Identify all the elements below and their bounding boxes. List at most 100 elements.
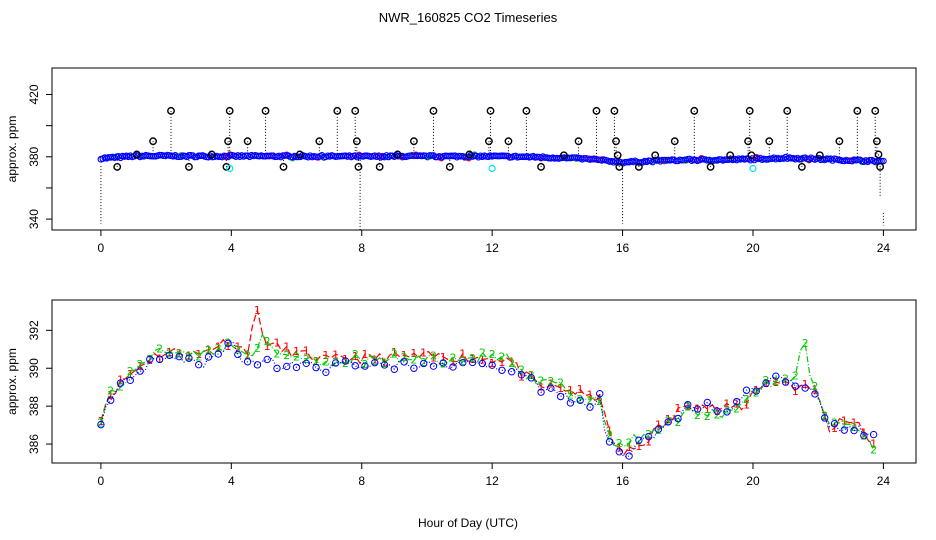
outlier-point (445, 163, 454, 171)
series-marker-3 (693, 405, 702, 413)
series-marker-3 (576, 396, 584, 405)
x-tick-label: 8 (358, 474, 365, 488)
outlier-point (592, 106, 601, 115)
series-marker-3 (351, 362, 359, 370)
series-marker-3 (214, 350, 222, 358)
y-tick-label: 380 (27, 146, 41, 166)
series-marker-3 (165, 351, 174, 360)
series-marker-3 (449, 363, 457, 371)
series-marker-1: 1 (430, 352, 437, 365)
series-marker-3 (791, 382, 800, 390)
series-marker-2: 2 (185, 350, 192, 363)
series-marker-3 (615, 448, 624, 456)
outlier-point (651, 151, 660, 160)
series-marker-1: 1 (704, 403, 711, 416)
series-marker-2: 2 (577, 393, 584, 406)
outlier-point (222, 163, 231, 171)
series-marker-1: 1 (538, 381, 545, 394)
series-marker-3 (742, 386, 751, 394)
data-point (426, 152, 433, 159)
series-marker-2: 2 (626, 437, 633, 450)
series-marker-3 (664, 418, 672, 426)
series-marker-3 (253, 361, 262, 369)
outlier-point (613, 151, 622, 160)
series-marker-1: 1 (420, 346, 427, 359)
series-marker-2: 2 (195, 351, 202, 364)
series-marker-1: 1 (645, 436, 652, 449)
outlier-point (225, 106, 234, 115)
series-marker-3 (419, 359, 428, 368)
series-marker-1: 1 (303, 345, 310, 358)
outlier-point (615, 163, 624, 171)
outlier-point (375, 163, 384, 171)
flagged-point (488, 164, 496, 173)
series-marker-3 (860, 431, 868, 440)
series-marker-3 (116, 379, 125, 387)
outlier-point (876, 163, 885, 171)
series-marker-3 (361, 362, 369, 370)
outlier-point (783, 106, 792, 115)
series-marker-3 (752, 387, 760, 395)
series-marker-2: 2 (313, 355, 320, 368)
series-marker-3 (283, 362, 291, 371)
plot-frame (51, 67, 917, 231)
flagged-point (749, 164, 757, 173)
series-marker-2: 2 (528, 369, 535, 382)
series-marker-2: 2 (401, 351, 408, 364)
data-point (880, 157, 887, 165)
outlier-point (612, 137, 620, 146)
series-marker-2: 2 (860, 430, 867, 443)
series-marker-3 (429, 362, 438, 370)
series-marker-1: 1 (264, 340, 271, 353)
series-marker-1: 1 (860, 427, 867, 440)
outlier-point (872, 137, 881, 146)
series-marker-3 (723, 408, 731, 416)
series-marker-2: 2 (215, 342, 222, 355)
outlier-point (747, 151, 756, 160)
outlier-point (706, 163, 715, 171)
series-marker-2: 2 (645, 428, 652, 441)
series-marker-2: 2 (538, 374, 545, 387)
data-point (185, 152, 193, 159)
x-tick-label: 0 (98, 241, 105, 255)
series-marker-1: 1 (234, 341, 241, 354)
data-point (854, 156, 862, 164)
series-marker-3 (97, 420, 105, 429)
series-marker-3 (537, 388, 545, 396)
outlier-point (132, 150, 141, 159)
series-marker-2: 2 (694, 409, 701, 422)
series-marker-3 (517, 371, 526, 379)
series-marker-2: 2 (518, 364, 525, 377)
series-marker-3 (508, 368, 516, 376)
series-marker-2: 2 (371, 355, 378, 368)
outlier-point (559, 151, 568, 160)
data-point (635, 159, 643, 166)
chart-title: NWR_160825 CO2 Timeseries (379, 10, 558, 25)
series-marker-2: 2 (146, 353, 153, 366)
series-marker-2: 2 (459, 355, 466, 368)
series-marker-1: 1 (459, 348, 466, 361)
outlier-point (670, 137, 679, 146)
series-marker-3 (439, 359, 447, 367)
series-marker-1: 1 (489, 357, 496, 370)
series-marker-1: 1 (577, 383, 584, 396)
series-marker-1: 1 (332, 348, 339, 361)
series-marker-1: 1 (410, 347, 417, 360)
series-marker-3 (273, 364, 281, 373)
series-marker-3 (674, 414, 682, 423)
outlier-point (429, 106, 438, 115)
series-marker-3 (596, 389, 604, 398)
outlier-point (224, 137, 232, 146)
series-marker-2: 2 (733, 403, 740, 416)
outlier-point (537, 163, 545, 171)
series-marker-2: 2 (547, 375, 554, 388)
series-marker-1: 1 (606, 425, 613, 438)
data-point (866, 156, 874, 164)
outlier-point (295, 150, 304, 159)
series-marker-3 (234, 350, 242, 359)
outlier-point (690, 106, 699, 115)
outlier-point (354, 163, 363, 171)
flagged-point (226, 164, 234, 173)
series-marker-3 (322, 368, 330, 377)
x-tick-label: 24 (877, 241, 891, 255)
